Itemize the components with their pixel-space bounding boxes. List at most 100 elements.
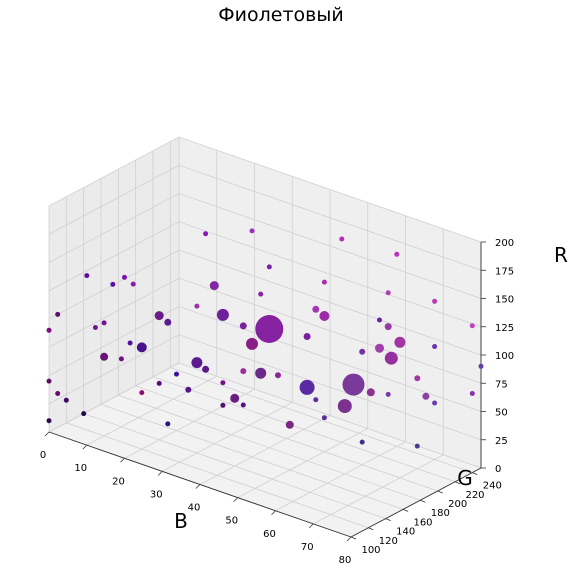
z-gridline [48,306,482,412]
data-point [249,228,255,234]
data-point [432,298,438,304]
data-point [422,392,430,400]
x-tick-mark [157,471,163,476]
data-point [275,372,281,379]
x-tick-mark [271,510,276,516]
z-tick-label: 25 [495,436,508,447]
z-gridline [48,136,482,243]
data-point [240,368,247,375]
data-point [414,375,421,382]
data-point [92,325,98,330]
data-point [255,315,284,343]
z-gridline [48,362,482,469]
data-point [156,380,162,386]
data-point [55,311,61,317]
x-tick-label: 30 [150,489,163,500]
y-tick-mark [454,481,461,485]
data-point [313,397,319,403]
data-point [359,348,366,355]
z-axis-ticks: 0 25 50 75 100 125 150 175 200 [481,238,514,475]
y-tick-mark [402,509,409,512]
x-tick-mark [82,444,88,450]
y-tick-mark [420,499,426,503]
y-tick-mark [385,518,391,521]
y-tick-label: 200 [448,499,467,510]
data-point [469,323,475,329]
data-point [339,236,345,242]
data-point [154,311,164,321]
data-point [118,356,124,362]
data-point [63,397,69,403]
y-tick-label: 140 [396,527,415,538]
x-tick-label: 10 [74,463,87,474]
data-point [81,411,87,417]
z-gridline [48,193,482,299]
data-point [432,400,438,406]
chart-title: Фиолетовый [218,4,343,26]
data-point [285,420,294,429]
y-tick-mark [368,527,374,531]
z-gridline [48,221,482,328]
data-point [319,311,330,321]
data-point [84,273,90,279]
data-point [366,388,375,397]
data-point [239,322,247,330]
y-tick-mark [350,536,357,540]
y-axis-line [350,467,482,538]
data-point [359,439,365,445]
data-point [165,421,171,427]
data-point [185,386,192,393]
data-point [100,352,109,361]
x-tick-mark [195,484,201,489]
data-point [202,365,210,373]
y-tick-label: 120 [379,536,398,547]
data-point [385,290,391,296]
data-point [385,391,391,397]
z-tick-label: 75 [495,379,508,390]
y-tick-mark [472,472,478,475]
x-tick-mark [233,497,239,502]
data-point [394,336,406,348]
z-tick-label: 100 [495,351,514,362]
data-point [203,231,209,237]
data-point [377,317,382,323]
data-point [432,344,438,349]
data-point [194,303,200,309]
y-tick-label: 160 [413,517,432,528]
data-point [384,323,392,331]
z-axis-title: R [554,243,568,267]
z-tick-label: 175 [495,266,514,277]
z-tick-label: 150 [495,295,514,306]
data-point [230,393,240,403]
y-tick-label: 220 [465,490,484,501]
data-point [46,378,52,384]
x-tick-mark [44,431,50,437]
x-axis-ticks: 0 10 20 30 40 50 60 70 80 [40,431,351,566]
y-tick-label: 180 [431,508,450,519]
data-point [299,379,315,395]
data-point [321,415,327,421]
data-point [394,251,400,257]
data-point [110,281,116,287]
x-tick-label: 60 [263,529,276,540]
data-point [101,320,107,326]
data-point [139,390,145,396]
z-tick-label: 50 [495,408,508,419]
data-point [174,371,179,377]
x-tick-label: 20 [112,476,125,487]
data-point [414,443,420,449]
data-point [266,264,272,270]
data-point [164,318,172,326]
y-tick-mark [437,490,443,494]
x-axis-title: B [174,509,188,533]
data-point [312,305,320,313]
data-point [258,291,264,297]
data-point [303,333,311,340]
data-point [342,373,365,396]
data-point [46,418,52,424]
data-point [122,274,127,280]
data-point [220,402,226,408]
y-tick-label: 240 [483,481,502,492]
